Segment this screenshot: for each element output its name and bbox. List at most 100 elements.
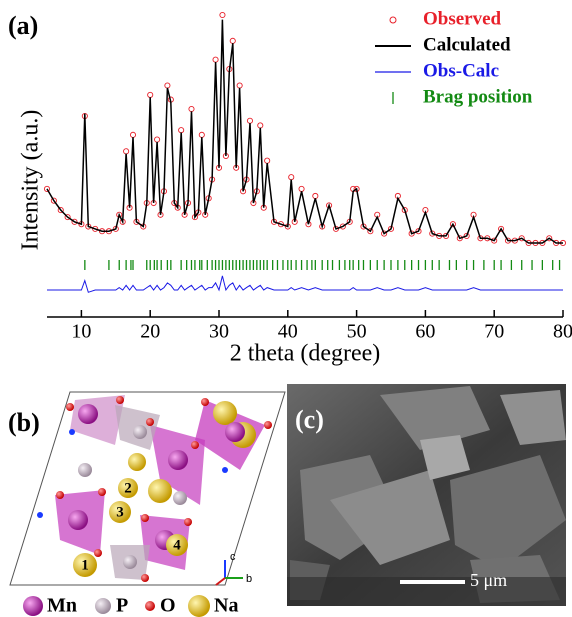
observed-point: [298, 185, 305, 192]
atom: [69, 429, 75, 435]
observed-point: [246, 117, 254, 124]
observed-point: [277, 221, 284, 228]
observed-point: [188, 105, 195, 113]
observed-point: [429, 230, 436, 237]
o-atom: [264, 421, 272, 429]
difference-line: [47, 275, 563, 293]
observed-point: [367, 228, 374, 235]
panel-label: (a): [8, 11, 38, 40]
x-tick-label: 10: [71, 321, 91, 343]
x-axis-label: 2 theta (degree): [230, 341, 381, 367]
observed-point: [264, 157, 271, 164]
na-atom: [166, 534, 188, 556]
observed-point: [229, 37, 236, 44]
observed-point: [50, 197, 57, 204]
scale-bar-label: 5 μm: [470, 570, 507, 590]
sem-image: [287, 384, 566, 606]
observed-point: [401, 207, 408, 214]
observed-point: [178, 127, 185, 134]
observed-point: [339, 223, 346, 230]
x-tick-label: 40: [278, 321, 298, 343]
particle: [380, 386, 490, 450]
panel-label: (c): [295, 405, 324, 434]
observed-point: [64, 214, 71, 221]
observed-point: [164, 82, 171, 89]
observed-point: [147, 91, 154, 98]
o-atom: [146, 418, 154, 426]
observed-point: [312, 192, 319, 200]
o-atom: [191, 441, 199, 449]
atom: [222, 467, 228, 473]
observed-point: [456, 235, 463, 242]
observed-point: [198, 131, 205, 138]
atom: [37, 512, 43, 518]
o-atom: [66, 403, 74, 411]
legend-label: P: [116, 595, 128, 617]
legend-label: Mn: [47, 595, 77, 617]
observed-point: [123, 148, 130, 155]
axis-label: b: [246, 573, 252, 585]
observed-point: [212, 56, 219, 63]
observed-point: [288, 174, 295, 181]
observed-point: [463, 232, 470, 239]
x-tick-label: 60: [415, 321, 435, 343]
mn-atom: [78, 404, 98, 424]
o-atom: [98, 488, 106, 496]
unit-cell: [9, 391, 286, 586]
axis-label: c: [230, 551, 236, 563]
mn-atom: [225, 422, 245, 442]
observed-point: [236, 82, 243, 89]
legend-swatch: [95, 598, 111, 614]
na-atom: [148, 479, 172, 503]
na-atom: [128, 453, 146, 471]
x-tick-label: 70: [484, 321, 504, 343]
o-atom: [141, 514, 149, 522]
o-atom: [184, 518, 192, 526]
p-atom: [78, 463, 92, 477]
particle: [420, 435, 470, 480]
observed-point: [257, 122, 264, 129]
legend-label: O: [160, 595, 176, 617]
observed-point: [57, 207, 64, 214]
legend-label: Observed: [423, 8, 502, 29]
particle: [500, 390, 566, 445]
legend-label: Obs-Calc: [423, 60, 499, 81]
calculated-line: [46, 19, 563, 244]
observed-point: [491, 237, 498, 244]
observed-point: [381, 230, 388, 237]
observed-point: [415, 228, 422, 235]
crystal-structure: 1 2 3 4 c b: [9, 391, 286, 586]
legend-swatch: [23, 596, 43, 616]
p-atom: [133, 425, 147, 439]
observed-point: [518, 235, 525, 242]
legend-label: Calculated: [423, 34, 511, 55]
o-atom: [56, 491, 64, 499]
atom-label: 4: [173, 537, 181, 553]
observed-point: [43, 185, 51, 192]
atom-label: 2: [124, 480, 132, 496]
x-tick-label: 50: [347, 321, 367, 343]
mn-atom: [168, 450, 188, 470]
legend-marker: [389, 16, 397, 24]
observed-point: [71, 218, 78, 225]
panel-label: (b): [8, 408, 40, 437]
x-tick-label: 80: [553, 321, 572, 343]
legend-label: Brag position: [423, 86, 533, 107]
octahedron: [70, 395, 125, 445]
observed-point: [219, 11, 226, 19]
observed-point: [498, 225, 505, 232]
p-atom: [173, 491, 187, 505]
atom-label: 1: [81, 557, 89, 573]
particle: [450, 455, 566, 570]
na-atom: [109, 501, 131, 523]
mn-atom: [68, 510, 88, 530]
na-atom: [118, 478, 138, 498]
observed-point: [408, 230, 415, 237]
o-atom: [94, 549, 102, 557]
o-atom: [116, 396, 124, 404]
particle: [330, 470, 450, 565]
legend-swatch: [188, 595, 210, 617]
axis-arrow: [215, 577, 226, 586]
na-atom: [213, 401, 237, 425]
